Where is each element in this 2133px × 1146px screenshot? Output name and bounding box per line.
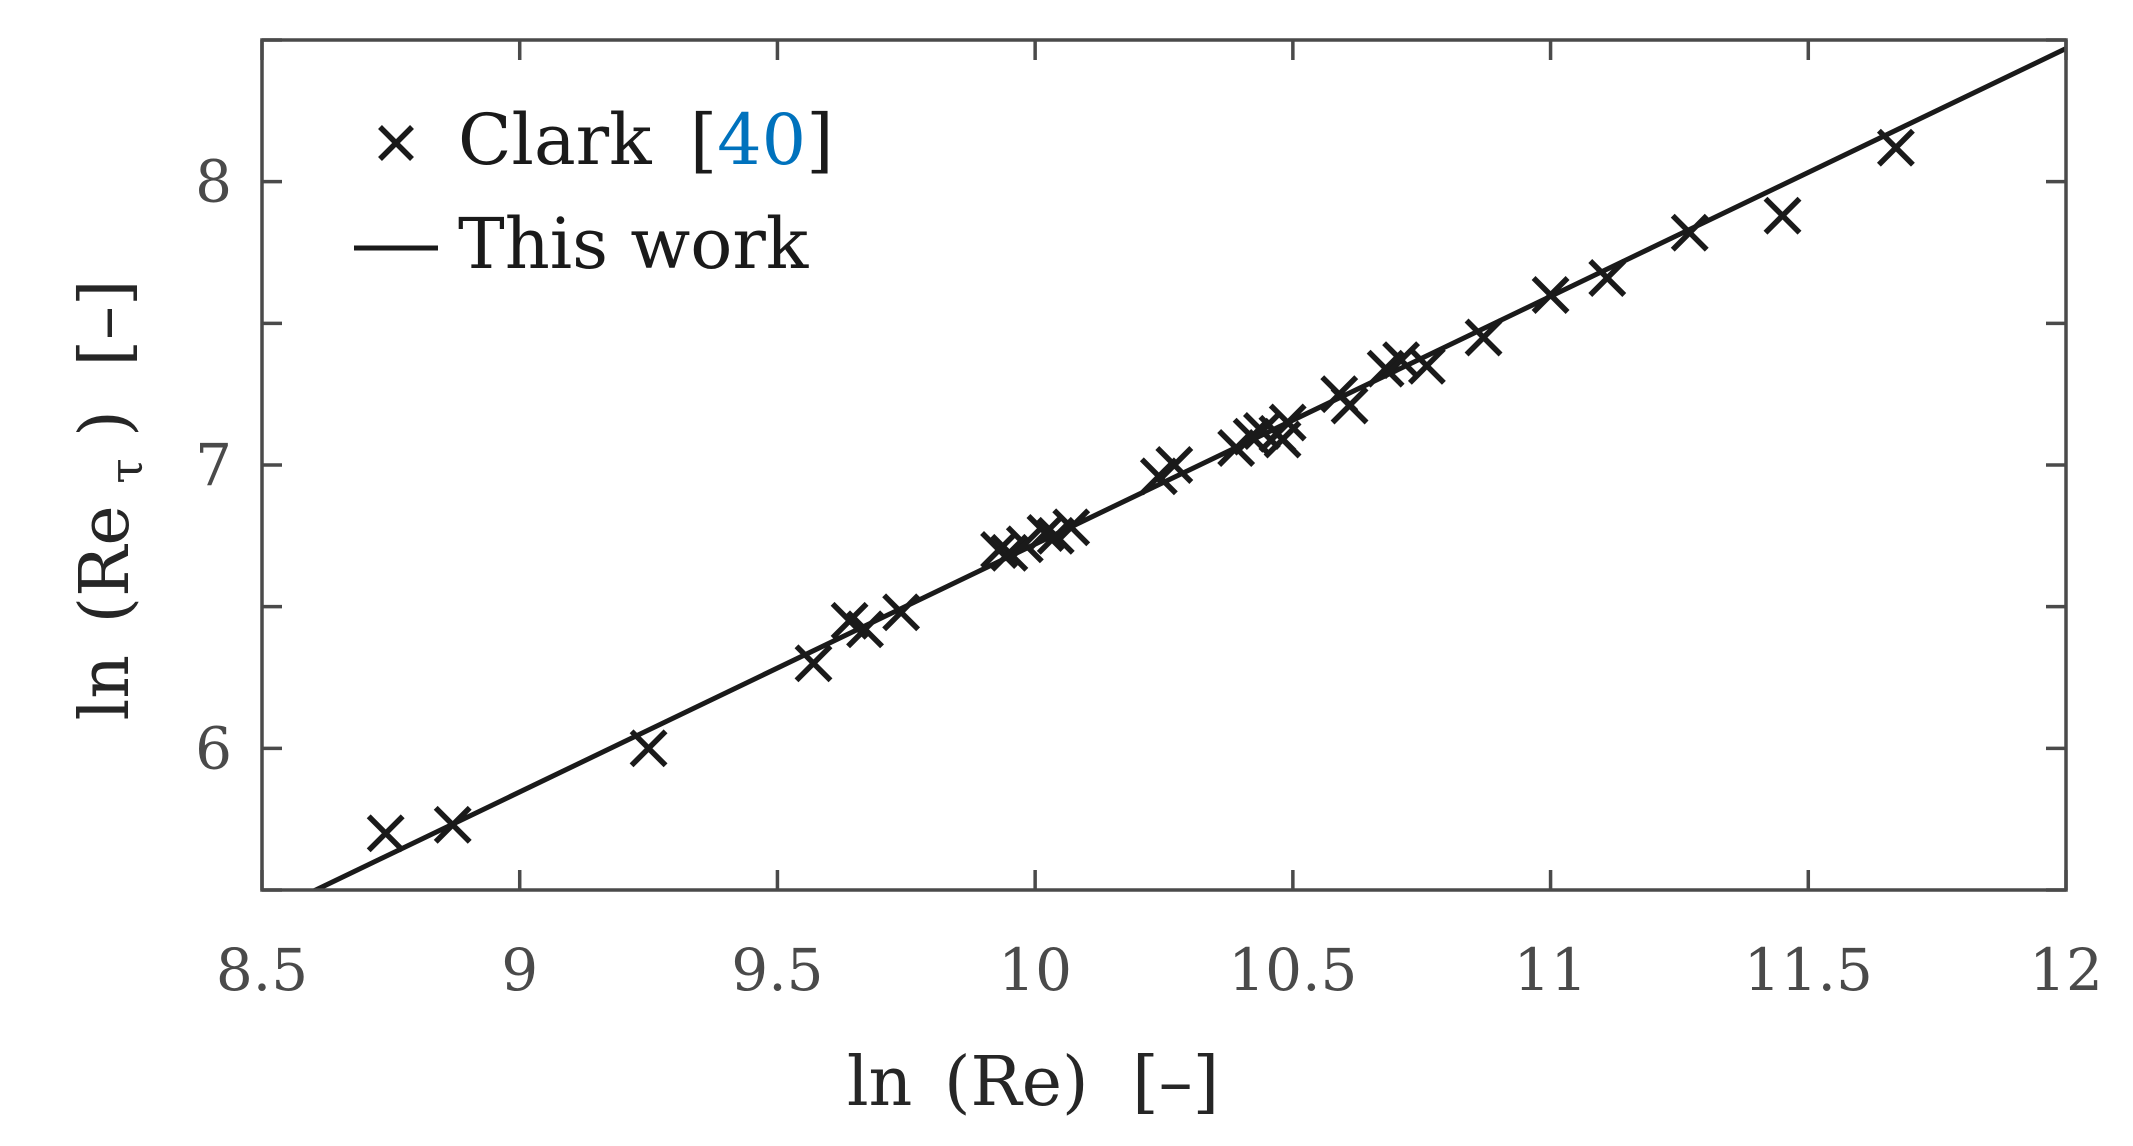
y-axis-label-var: (Re (66, 505, 145, 623)
x-tick-label: 11.5 (1744, 936, 1873, 1004)
y-axis-label: ln (Re τ ) [–] (66, 279, 159, 720)
legend-marker-x-icon (378, 125, 414, 161)
data-point-clark (1139, 457, 1178, 496)
x-tick-labels: 8.5 9 9.5 10 10.5 11 11.5 12 (216, 936, 2103, 1004)
x-axis-label-unit: [–] (1132, 1043, 1219, 1122)
x-axis-label-var: (Re) (944, 1043, 1089, 1122)
legend-entry-clark: Clark [40] (378, 99, 834, 181)
data-point-clark (1242, 412, 1281, 450)
data-point-clark (794, 644, 833, 683)
legend-series-name: Clark (458, 99, 652, 181)
axes-group (260, 38, 2068, 892)
legend: Clark [40] This work (354, 99, 834, 285)
data-point-clark (629, 729, 668, 768)
y-axis-label-ln: ln (66, 655, 145, 721)
y-axis-label-subscript: τ (99, 458, 153, 483)
x-axis-label: ln (Re) [–] (847, 1043, 1219, 1122)
x-tick-label: 10 (998, 936, 1072, 1004)
data-point-clark (1052, 508, 1091, 547)
legend-label-this-work: This work (458, 203, 809, 285)
x-tick-label: 9 (501, 936, 538, 1004)
x-tick-label: 12 (2029, 936, 2103, 1004)
data-point-clark (846, 610, 884, 649)
y-axis-label-close: ) (66, 410, 145, 437)
data-point-clark (1464, 318, 1503, 357)
data-point-clark (1670, 213, 1709, 252)
data-point-clark (1268, 403, 1307, 442)
x-tick-label: 10.5 (1228, 936, 1357, 1004)
legend-entry-this-work: This work (354, 203, 809, 285)
data-point-clark (1217, 429, 1256, 467)
data-point-clark (366, 814, 405, 853)
series-points-group (366, 128, 1915, 853)
data-point-clark (1005, 525, 1044, 564)
y-tick-label: 8 (195, 148, 232, 216)
data-point-clark (882, 593, 921, 632)
x-tick-label: 11 (1514, 936, 1588, 1004)
y-tick-label: 7 (195, 431, 232, 499)
data-point-clark (1531, 276, 1570, 314)
data-point-clark (1588, 259, 1627, 297)
x-tick-label: 8.5 (216, 936, 308, 1004)
data-point-clark (1407, 346, 1446, 385)
legend-label-clark: Clark [40] (458, 99, 834, 181)
data-point-clark (1763, 196, 1802, 235)
x-axis-label-ln: ln (847, 1043, 913, 1122)
data-point-clark (1330, 386, 1369, 425)
y-axis-label-unit: [–] (66, 279, 145, 366)
x-tick-label: 9.5 (731, 936, 823, 1004)
legend-ref-open: [ (690, 99, 717, 181)
data-point-clark (433, 805, 472, 844)
data-point-clark (1876, 128, 1915, 167)
y-tick-label: 6 (195, 714, 232, 782)
legend-ref-close: ] (806, 99, 833, 181)
data-point-clark (1155, 446, 1194, 484)
y-tick-labels: 6 7 8 (195, 148, 232, 783)
legend-ref-number[interactable]: 40 (717, 99, 806, 181)
